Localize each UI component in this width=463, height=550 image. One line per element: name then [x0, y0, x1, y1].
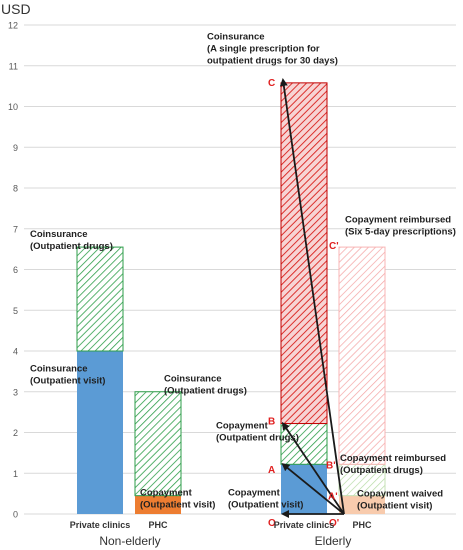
group-label-1: Elderly	[315, 534, 352, 548]
point-label-4: A	[268, 465, 275, 476]
annotation-line: (A single prescription for	[207, 43, 320, 54]
point-labels: C C' B B' A A' O O'	[268, 78, 339, 529]
annotation-line: Coinsurance	[207, 31, 265, 42]
point-label-7: O'	[329, 518, 339, 529]
point-label-6: O	[268, 518, 276, 529]
y-tick-label-12: 12	[8, 21, 18, 31]
y-tick-label-4: 4	[13, 347, 18, 357]
y-tick-label-10: 10	[8, 102, 18, 112]
y-tick-label-3: 3	[13, 387, 18, 397]
annotation-4: Copayment (Outpatient visit)	[228, 488, 303, 511]
bar-segment-1-1-1	[338, 463, 386, 497]
y-tick-label-9: 9	[13, 143, 18, 153]
annotation-line: (Outpatient visit)	[30, 375, 105, 386]
y-tick-label-5: 5	[13, 306, 18, 316]
bar-segment-1-1-2	[338, 246, 386, 465]
annotation-line: outpatient drugs for 30 days)	[207, 55, 338, 66]
annotation-line: Coinsurance	[164, 374, 222, 385]
annotation-line: Copayment waived	[357, 488, 443, 499]
annotation-8: Copayment reimbursed (Outpatient drugs)	[340, 453, 446, 476]
annotation-line: (Outpatient visit)	[228, 500, 303, 511]
bar-segment-1-0-0	[281, 464, 327, 514]
group-label-0: Non-elderly	[99, 534, 160, 548]
arrows	[279, 78, 345, 518]
y-tick-label-0: 0	[13, 510, 18, 520]
annotation-line: Copayment	[140, 488, 193, 499]
annotation-line: (Outpatient visit)	[357, 500, 432, 511]
point-label-3: B'	[326, 460, 336, 471]
annotation-2: Coinsurance (Outpatient drugs)	[164, 374, 247, 397]
point-label-1: C'	[329, 241, 339, 252]
annotation-6: Copayment reimbursed (Six 5-day prescript…	[345, 215, 456, 238]
y-tick-label-2: 2	[13, 428, 18, 438]
annotation-9: Copayment waived (Outpatient visit)	[357, 488, 443, 511]
bar-segment-0-0-1	[76, 246, 124, 352]
annotation-line: (Outpatient drugs)	[216, 432, 299, 443]
annotation-5: Coinsurance (A single prescription for out…	[207, 31, 338, 66]
bar-segment-0-1-1	[134, 391, 182, 497]
annotation-0: Coinsurance (Outpatient drugs)	[30, 229, 113, 252]
annotation-line: Copayment reimbursed	[345, 215, 451, 226]
bar-label-1-1: PHC	[352, 520, 372, 530]
annotation-line: (Outpatient drugs)	[30, 241, 113, 252]
annotation-line: Coinsurance	[30, 229, 88, 240]
annotations: Coinsurance (Outpatient drugs)Coinsurance…	[30, 31, 456, 511]
annotation-line: (Six 5-day prescriptions)	[345, 227, 456, 238]
annotation-line: Copayment reimbursed	[340, 453, 446, 464]
x-axis-labels: Private clinics PHC Private clinics PHC Non-…	[70, 520, 372, 548]
y-tick-label-6: 6	[13, 265, 18, 275]
y-tick-label-1: 1	[13, 469, 18, 479]
annotation-1: Coinsurance (Outpatient visit)	[30, 363, 105, 386]
bar-label-0-0: Private clinics	[70, 520, 131, 530]
bar-label-0-1: PHC	[148, 520, 168, 530]
annotation-line: (Outpatient visit)	[140, 500, 215, 511]
point-label-0: C	[268, 78, 275, 89]
y-axis-label: USD	[1, 1, 31, 17]
bars	[76, 82, 386, 514]
annotation-line: (Outpatient drugs)	[340, 465, 423, 476]
y-tick-label-8: 8	[13, 184, 18, 194]
annotation-7: Copayment (Outpatient drugs)	[216, 420, 299, 443]
annotation-line: (Outpatient drugs)	[164, 386, 247, 397]
annotation-line: Copayment	[228, 488, 281, 499]
bar-segment-1-1-0	[339, 495, 385, 514]
point-label-5: A'	[328, 492, 338, 503]
annotation-line: Coinsurance	[30, 363, 88, 374]
annotation-3: Copayment (Outpatient visit)	[140, 488, 215, 511]
bar-segment-1-0-2	[280, 82, 328, 425]
bar-label-1-0: Private clinics	[274, 520, 335, 530]
bar-segment-0-0-0	[77, 351, 123, 514]
arrow-2	[281, 463, 345, 515]
annotation-line: Copayment	[216, 420, 269, 431]
arrow-0	[279, 78, 345, 515]
bar-segment-0-1-0	[135, 495, 181, 514]
y-tick-label-7: 7	[13, 224, 18, 234]
arrow-1	[281, 421, 345, 515]
y-tick-label-11: 11	[9, 61, 18, 71]
point-label-2: B	[268, 416, 275, 427]
